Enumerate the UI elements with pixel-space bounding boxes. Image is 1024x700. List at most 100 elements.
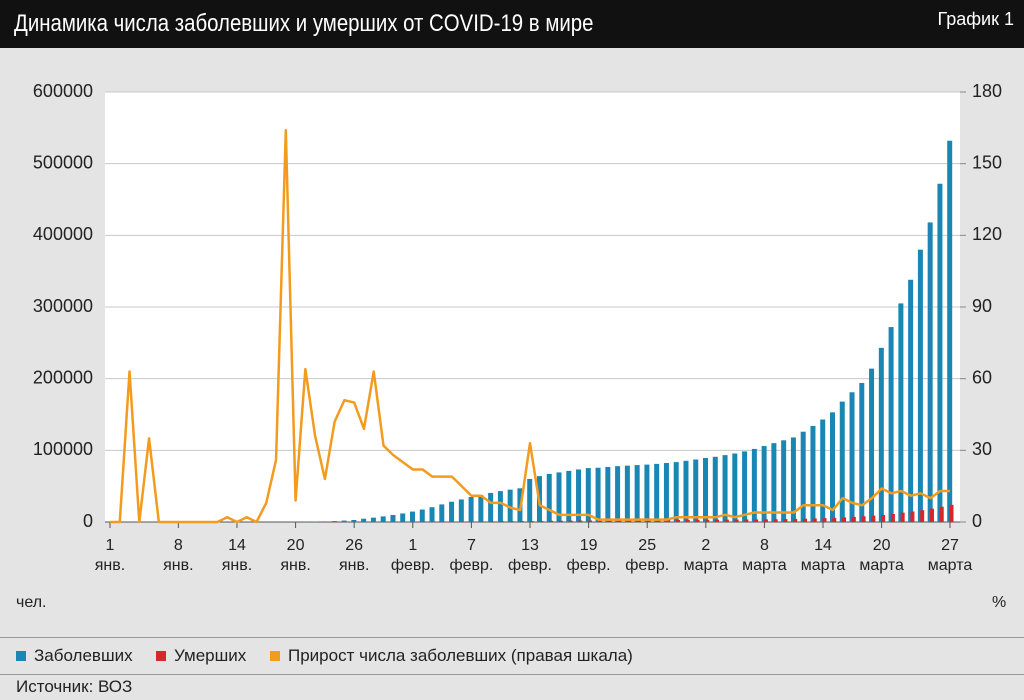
y2-tick-label: 180 <box>972 81 1002 101</box>
bar <box>849 392 855 522</box>
bar <box>781 440 787 522</box>
bar <box>773 519 778 522</box>
legend: Заболевших Умерших Прирост числа заболевши… <box>0 637 1024 675</box>
bar <box>927 222 933 522</box>
bar <box>881 514 886 522</box>
y-tick-label: 400000 <box>33 224 93 244</box>
y-unit: чел. <box>16 594 47 611</box>
bar <box>878 347 884 522</box>
legend-label: Заболевших <box>34 646 133 665</box>
bar <box>509 521 514 522</box>
bar <box>685 519 690 522</box>
bar <box>673 462 679 522</box>
bar <box>800 431 806 522</box>
bar <box>558 520 563 522</box>
bar <box>949 504 954 522</box>
bar <box>488 492 494 522</box>
bar <box>829 412 835 522</box>
legend-item: Заболевших <box>16 646 133 666</box>
bar <box>351 519 357 522</box>
bar <box>634 465 640 522</box>
chart-title: Динамика числа заболевших и умерших от C… <box>14 10 594 37</box>
bar <box>695 519 700 522</box>
bar <box>898 303 904 522</box>
bar <box>507 489 513 522</box>
bar <box>712 456 718 522</box>
legend-item: Умерших <box>156 646 246 666</box>
bar <box>900 512 905 522</box>
y2-unit: % <box>992 594 1007 611</box>
bar <box>607 520 612 522</box>
bar <box>693 459 699 522</box>
legend-swatch <box>156 651 166 661</box>
bar <box>497 491 503 522</box>
x-tick-label: 8 янв. <box>163 537 194 574</box>
y-tick-label: 500000 <box>33 152 93 172</box>
bar <box>929 508 934 522</box>
bar <box>390 514 396 522</box>
bar <box>341 520 347 522</box>
bar <box>790 437 796 522</box>
bar <box>331 521 337 522</box>
x-tick-label: 2 марта <box>683 537 729 574</box>
bar <box>458 499 464 522</box>
bar <box>519 521 524 522</box>
bar <box>724 519 729 522</box>
bar <box>546 473 552 522</box>
bar <box>490 521 495 522</box>
bar <box>646 520 651 522</box>
bar <box>908 279 914 522</box>
bar <box>585 468 591 522</box>
bar <box>566 470 572 522</box>
x-tick-label: 1 февр. <box>390 537 435 574</box>
bar <box>676 519 681 522</box>
bar <box>527 479 533 522</box>
bar <box>917 249 923 522</box>
bar <box>361 518 367 522</box>
bar <box>683 460 689 522</box>
y2-tick-label: 60 <box>972 367 992 387</box>
x-tick-label: 26 янв. <box>338 537 370 574</box>
x-tick-label: 8 марта <box>742 537 787 574</box>
bar <box>802 518 807 522</box>
x-tick-label: 25 февр. <box>625 537 670 574</box>
y2-tick-label: 30 <box>972 439 992 459</box>
y2-tick-label: 90 <box>972 296 992 316</box>
bar <box>656 519 661 522</box>
bar <box>615 466 621 522</box>
bar <box>888 327 894 522</box>
x-tick-label: 14 марта <box>800 537 846 574</box>
y-tick-label: 600000 <box>33 81 93 101</box>
bar <box>722 455 728 522</box>
bar <box>439 504 445 522</box>
bar <box>859 382 865 522</box>
bar <box>705 519 710 522</box>
bar <box>539 520 544 522</box>
bar <box>771 443 777 522</box>
bar <box>732 453 738 522</box>
bar <box>588 520 593 522</box>
bar <box>890 513 895 522</box>
source: Источник: ВОЗ <box>16 677 133 696</box>
bar <box>810 425 816 522</box>
x-tick-label: 1 янв. <box>94 537 126 574</box>
bar <box>644 464 650 522</box>
bar <box>470 521 475 522</box>
y-tick-label: 200000 <box>33 367 93 387</box>
bar <box>556 472 562 522</box>
y2-tick-label: 120 <box>972 224 1002 244</box>
bar <box>549 520 554 522</box>
bar <box>832 517 837 522</box>
y-tick-label: 0 <box>83 511 93 531</box>
bar <box>920 510 925 522</box>
bar <box>822 518 827 522</box>
bar <box>947 140 953 522</box>
bar <box>910 511 915 522</box>
y-tick-label: 100000 <box>33 439 93 459</box>
bar <box>500 521 505 522</box>
x-tick-label: 14 янв. <box>221 537 253 574</box>
bar <box>576 469 582 522</box>
bar <box>820 419 826 522</box>
